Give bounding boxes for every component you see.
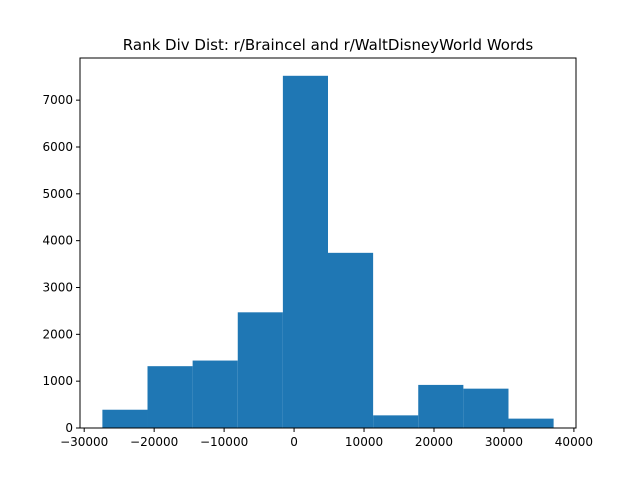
y-tick-label: 5000 (42, 187, 73, 201)
x-tick-label: −30000 (60, 435, 108, 449)
y-tick-label: 1000 (42, 374, 73, 388)
histogram-bar (373, 415, 419, 428)
histogram-bar (147, 366, 193, 428)
histogram-bar (508, 418, 554, 428)
x-tick-label: 20000 (415, 435, 453, 449)
histogram-bar (418, 384, 464, 428)
plot-frame (79, 57, 577, 429)
y-tick-label: 3000 (42, 280, 73, 294)
x-tick-label: 30000 (485, 435, 523, 449)
y-tick-label: 2000 (42, 327, 73, 341)
y-tick-label: 7000 (42, 93, 73, 107)
histogram-bar (328, 252, 374, 428)
y-tick-label: 0 (65, 421, 73, 435)
x-axis-ticks: −30000 −20000 −10000 0 10000 20000 30000 40000 (60, 428, 593, 449)
chart-title: Rank Div Dist: r/Braincel and r/WaltDisn… (123, 36, 534, 54)
x-tick-label: −10000 (200, 435, 248, 449)
x-tick-label: 10000 (345, 435, 383, 449)
x-tick-label: 40000 (555, 435, 593, 449)
x-tick-label: 0 (290, 435, 298, 449)
histogram-bar (237, 312, 283, 428)
histogram-bar (102, 409, 148, 428)
y-axis-ticks: 0 1000 2000 3000 4000 5000 6000 7000 (42, 93, 80, 435)
y-tick-label: 6000 (42, 140, 73, 154)
histogram-bar (463, 388, 509, 428)
bars-group (102, 75, 554, 428)
histogram-bar (192, 360, 238, 428)
histogram-bar (282, 75, 328, 428)
y-tick-label: 4000 (42, 234, 73, 248)
x-tick-label: −20000 (130, 435, 178, 449)
